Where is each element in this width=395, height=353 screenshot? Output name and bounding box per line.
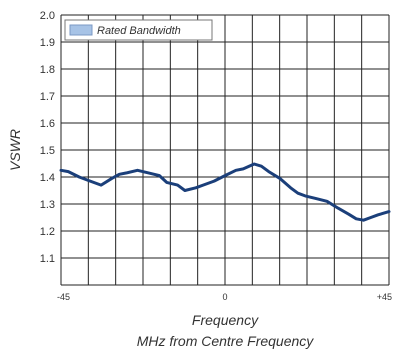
legend: Rated Bandwidth <box>64 19 213 41</box>
y-tick-label: 2.0 <box>40 10 55 22</box>
x-tick-labels: -45 0 +45 <box>57 292 392 302</box>
y-tick-label: 1.2 <box>40 226 55 238</box>
y-tick-label: 1.1 <box>40 253 55 265</box>
y-axis-title: VSWR <box>7 129 23 171</box>
y-tick-label: 1.8 <box>40 64 55 76</box>
y-tick-label: 1.6 <box>40 118 55 130</box>
y-tick-label: 1.3 <box>40 199 55 211</box>
grid <box>60 14 390 286</box>
x-axis-title: Frequency <box>192 312 259 328</box>
y-tick-label: 1.4 <box>40 172 55 184</box>
series-line-rated-bandwidth <box>59 162 391 222</box>
series-lines <box>59 162 391 222</box>
x-axis-subtitle: MHz from Centre Frequency <box>137 333 315 349</box>
legend-box <box>64 19 213 41</box>
y-tick-labels: 1.1 1.2 1.3 1.4 1.5 1.6 1.7 1.8 1.9 2.0 <box>40 10 55 265</box>
x-tick-label: 0 <box>222 292 227 302</box>
y-tick-label: 1.7 <box>40 91 55 103</box>
legend-label: Rated Bandwidth <box>97 25 181 37</box>
y-tick-label: 1.5 <box>40 145 55 157</box>
legend-swatch <box>69 24 93 36</box>
x-tick-label: -45 <box>57 292 70 302</box>
x-tick-label: +45 <box>377 292 392 302</box>
y-tick-label: 1.9 <box>40 37 55 49</box>
